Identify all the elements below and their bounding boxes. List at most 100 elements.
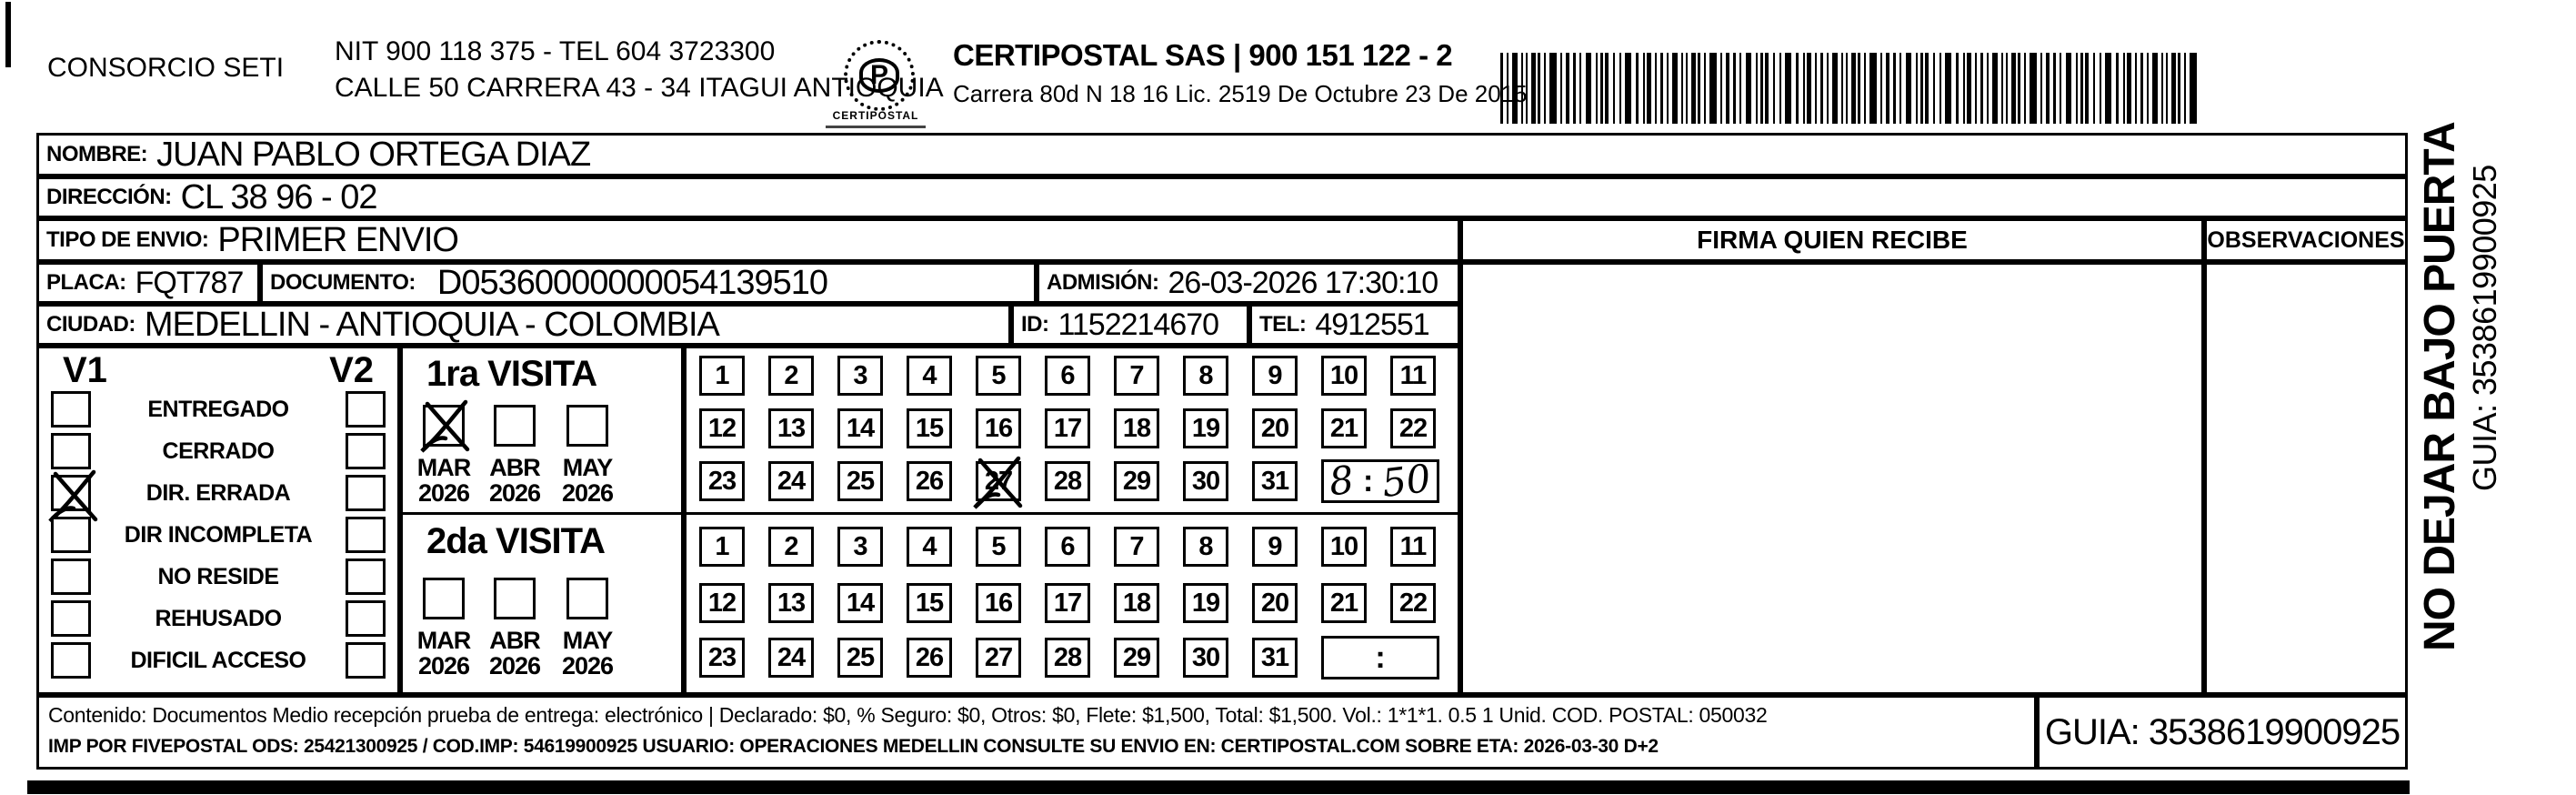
sender-company: CONSORCIO SETI [47, 53, 285, 83]
cell-admision: ADMISIÓN: 26-03-2026 17:30:10 [1037, 262, 1460, 304]
day-cell: 14 [837, 408, 883, 448]
day-cell: 3 [837, 356, 883, 396]
tel-value: 4912551 [1315, 307, 1429, 342]
month-checkbox-abr [494, 578, 536, 619]
v2-checkbox [346, 642, 386, 679]
scan-artifact-bottom-bar [27, 780, 2410, 794]
logo-caption-smallprint [826, 126, 926, 128]
day-cell: 16 [976, 408, 1021, 448]
id-label: ID: [1021, 312, 1049, 337]
tel-label: TEL: [1259, 312, 1307, 337]
day-cell: 26 [907, 461, 952, 501]
cell-documento: DOCUMENTO: D05360000000054139510 [260, 262, 1037, 304]
v2-checkbox [346, 391, 386, 428]
day-cell: 30 [1183, 461, 1228, 501]
month-year-label: 2026 [488, 479, 541, 507]
day-cell: 13 [768, 408, 814, 448]
logo-glyph: P [858, 58, 899, 93]
scan-artifact-left-edge [5, 2, 11, 67]
month-label: MAR [416, 627, 472, 654]
day-cell: 19 [1183, 408, 1228, 448]
day-cell: 18 [1114, 583, 1159, 623]
ciudad-value: MEDELLIN - ANTIOQUIA - COLOMBIA [144, 305, 720, 344]
day-cell: 9 [1252, 527, 1298, 567]
month-year-label: 2026 [561, 652, 614, 679]
day-cell: 25 [837, 638, 883, 678]
day-cell: 25 [837, 461, 883, 501]
day-cell: 9 [1252, 356, 1298, 396]
status-row: REHUSADO [39, 598, 397, 639]
side-warning-text: NO DEJAR BAJO PUERTA [2416, 122, 2464, 651]
day-cell: 11 [1390, 356, 1436, 396]
day-cell: 5 [976, 356, 1021, 396]
observaciones-area [2204, 262, 2408, 695]
visit-time-box: : [1321, 636, 1439, 679]
day-cell: 16 [976, 583, 1021, 623]
day-cell: 6 [1045, 356, 1090, 396]
day-cell: 19 [1183, 583, 1228, 623]
month-checkbox-abr [494, 405, 536, 447]
nombre-label: NOMBRE: [46, 142, 148, 166]
day-cell: 4 [907, 356, 952, 396]
status-label: REHUSADO [155, 605, 282, 631]
handwritten-x-mark [973, 456, 1023, 509]
firma-header: FIRMA QUIEN RECIBE [1460, 218, 2204, 262]
day-cell: 26 [907, 638, 952, 678]
sender-address-line: CALLE 50 CARRERA 43 - 34 ITAGUI ANTIOQUI… [335, 73, 944, 103]
day-cell: 1 [699, 356, 745, 396]
guia-box: GUIA: 3538619900925 [2037, 695, 2408, 770]
day-cell: 29 [1114, 638, 1159, 678]
barcode [1500, 53, 2220, 124]
sender-nit-line: NIT 900 118 375 - TEL 604 3723300 [335, 36, 776, 66]
status-label: DIR INCOMPLETA [124, 521, 313, 548]
status-label: ENTREGADO [147, 396, 289, 422]
day-cell: 24 [768, 638, 814, 678]
day-cell: 10 [1321, 356, 1367, 396]
day-cell: 7 [1114, 527, 1159, 567]
v1-checkbox [51, 517, 91, 553]
month-checkbox-mar [423, 578, 465, 619]
v2-checkbox [346, 600, 386, 637]
ciudad-label: CIUDAD: [46, 312, 135, 337]
visit-divider [403, 512, 681, 515]
status-row: DIR INCOMPLETA [39, 514, 397, 556]
status-label: CERRADO [162, 438, 275, 464]
placa-value: FQT787 [135, 265, 245, 300]
day-cell: 20 [1252, 583, 1298, 623]
row-nombre: NOMBRE: JUAN PABLO ORTEGA DIAZ [36, 133, 2408, 176]
handwritten-x-mark [48, 469, 98, 523]
certipostal-logo-icon: P [844, 40, 915, 111]
documento-label: DOCUMENTO: [270, 270, 416, 295]
month-label: MAR [416, 454, 472, 481]
day-cell: 2 [768, 527, 814, 567]
cell-id: ID: 1152214670 [1011, 304, 1249, 346]
v2-checkbox [346, 559, 386, 595]
day-cell: 12 [699, 583, 745, 623]
cell-tel: TEL: 4912551 [1249, 304, 1460, 346]
cell-placa: PLACA: FQT787 [36, 262, 260, 304]
time-colon: : [1375, 639, 1386, 675]
handwritten-hour: 8 [1327, 457, 1357, 505]
day-cell: 12 [699, 408, 745, 448]
status-row: CERRADO [39, 430, 397, 472]
logo-caption: CERTIPOSTAL [832, 109, 919, 122]
operator-company: CERTIPOSTAL SAS | 900 151 122 - 2 [953, 38, 1453, 72]
v2-checkbox [346, 517, 386, 553]
day-cell: 3 [837, 527, 883, 567]
status-label: DIR. ERRADA [145, 479, 291, 506]
status-row: ENTREGADO [39, 388, 397, 430]
day-cell: 18 [1114, 408, 1159, 448]
day-cell: 30 [1183, 638, 1228, 678]
month-year-label: 2026 [417, 479, 470, 507]
placa-label: PLACA: [46, 270, 126, 295]
day-cell: 14 [837, 583, 883, 623]
day-cell: 7 [1114, 356, 1159, 396]
day-cell: 22 [1390, 583, 1436, 623]
status-panel: V1 V2 ENTREGADO CERRADO DIR. ERRADA DIR INC… [36, 346, 400, 695]
v1-column-label: V1 [63, 350, 107, 390]
handwritten-x-mark [420, 399, 470, 453]
side-guia-text: GUIA: 3538619900925 [2466, 165, 2503, 491]
visitas-panel: 1ra VISITA MAR 2026 ABR 2026 MAY 2026 2da VIS… [400, 346, 684, 695]
day-grid-divider [687, 512, 1458, 515]
month-label: MAY [562, 627, 614, 654]
